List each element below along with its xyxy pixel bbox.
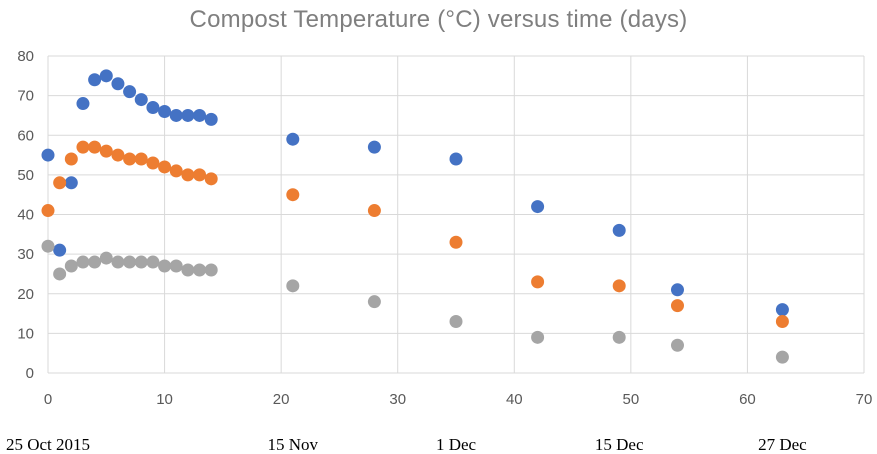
- data-point: [123, 85, 137, 99]
- data-point: [193, 263, 207, 277]
- data-point: [53, 243, 67, 257]
- data-point: [531, 200, 545, 214]
- data-point: [775, 350, 789, 364]
- data-point: [169, 259, 183, 273]
- data-point: [134, 255, 148, 269]
- data-point: [76, 97, 90, 111]
- data-point: [169, 164, 183, 178]
- y-tick-label: 50: [17, 167, 34, 184]
- data-point: [181, 108, 195, 122]
- data-point: [181, 168, 195, 182]
- data-point: [53, 176, 67, 190]
- data-point: [76, 140, 90, 154]
- data-point: [775, 303, 789, 317]
- data-point: [612, 223, 626, 237]
- data-point: [134, 93, 148, 107]
- x-tick-label: 50: [623, 391, 640, 408]
- data-point: [146, 255, 160, 269]
- data-point: [670, 338, 684, 352]
- data-point: [134, 152, 148, 166]
- data-point: [88, 140, 102, 154]
- data-point: [64, 259, 78, 273]
- data-point: [158, 160, 172, 174]
- data-point: [181, 263, 195, 277]
- data-point: [41, 239, 55, 253]
- y-tick-label: 40: [17, 207, 34, 224]
- data-point: [286, 279, 300, 293]
- data-point: [204, 112, 218, 126]
- data-point: [670, 283, 684, 297]
- data-point: [76, 255, 90, 269]
- data-point: [531, 330, 545, 344]
- data-point: [111, 148, 125, 162]
- data-point: [204, 172, 218, 186]
- x-tick-label: 60: [739, 391, 756, 408]
- data-point: [367, 204, 381, 218]
- y-tick-label: 80: [17, 48, 34, 65]
- data-point: [64, 176, 78, 190]
- data-point: [111, 255, 125, 269]
- date-label: 15 Dec: [595, 435, 644, 454]
- data-point: [670, 299, 684, 313]
- data-point: [99, 251, 113, 265]
- data-point: [449, 235, 463, 249]
- data-point: [612, 330, 626, 344]
- data-point: [193, 168, 207, 182]
- data-point: [169, 108, 183, 122]
- data-point: [286, 132, 300, 146]
- y-tick-label: 0: [26, 365, 34, 382]
- y-tick-label: 20: [17, 286, 34, 303]
- data-point: [158, 259, 172, 273]
- x-tick-label: 40: [506, 391, 523, 408]
- x-tick-label: 20: [273, 391, 290, 408]
- data-point: [449, 314, 463, 328]
- x-tick-label: 70: [856, 391, 873, 408]
- data-point: [612, 279, 626, 293]
- y-tick-label: 60: [17, 127, 34, 144]
- date-label: 1 Dec: [436, 435, 477, 454]
- y-tick-label: 70: [17, 88, 34, 105]
- x-tick-label: 0: [44, 391, 52, 408]
- data-point: [64, 152, 78, 166]
- data-point: [193, 108, 207, 122]
- data-point: [41, 204, 55, 218]
- date-label: 15 Nov: [268, 435, 319, 454]
- y-tick-label: 10: [17, 325, 34, 342]
- data-point: [53, 267, 67, 281]
- x-tick-label: 30: [389, 391, 406, 408]
- data-point: [123, 255, 137, 269]
- data-point: [449, 152, 463, 166]
- date-label: 27 Dec: [758, 435, 807, 454]
- data-point: [88, 255, 102, 269]
- data-point: [204, 263, 218, 277]
- data-point: [158, 104, 172, 118]
- data-point: [41, 148, 55, 162]
- x-tick-label: 10: [156, 391, 173, 408]
- data-point: [99, 144, 113, 158]
- date-label: 25 Oct 2015: [6, 435, 90, 454]
- data-point: [531, 275, 545, 289]
- data-point: [88, 73, 102, 87]
- data-point: [286, 188, 300, 202]
- data-point: [367, 140, 381, 154]
- data-point: [99, 69, 113, 83]
- y-tick-label: 30: [17, 246, 34, 263]
- chart-title: Compost Temperature (°C) versus time (da…: [189, 6, 688, 33]
- data-point: [775, 314, 789, 328]
- data-point: [111, 77, 125, 91]
- data-point: [146, 156, 160, 170]
- data-point: [367, 295, 381, 309]
- data-point: [146, 101, 160, 115]
- data-point: [123, 152, 137, 166]
